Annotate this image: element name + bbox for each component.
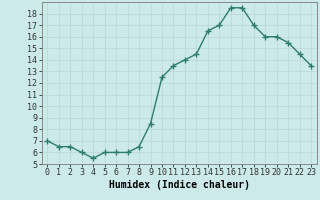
X-axis label: Humidex (Indice chaleur): Humidex (Indice chaleur) [109, 180, 250, 190]
